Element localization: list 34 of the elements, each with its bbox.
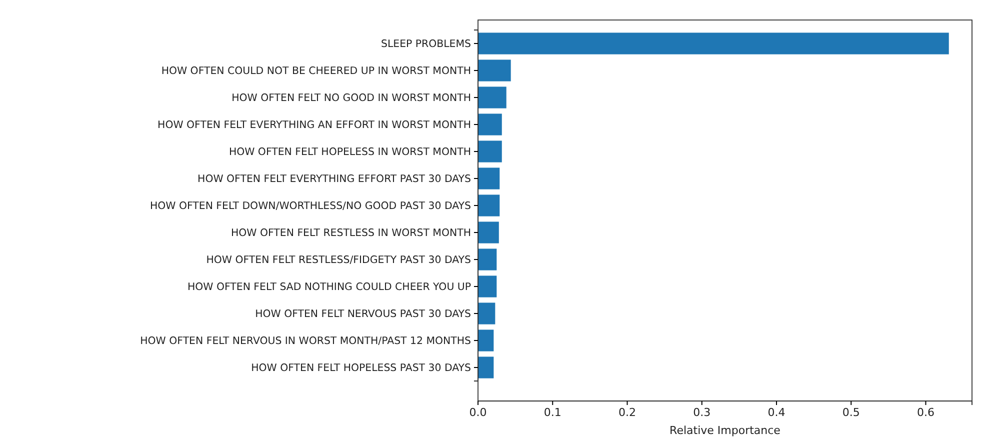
x-tick-label: 0.6 bbox=[916, 406, 934, 419]
bar bbox=[478, 140, 502, 162]
x-tick-label: 0.3 bbox=[693, 406, 711, 419]
bar bbox=[478, 248, 497, 270]
y-tick-label: HOW OFTEN FELT EVERYTHING EFFORT PAST 30 DAYS bbox=[198, 174, 471, 185]
bar bbox=[478, 168, 500, 190]
bar bbox=[478, 356, 494, 378]
x-tick-label: 0.2 bbox=[618, 406, 636, 419]
y-tick-label: HOW OFTEN FELT DOWN/WORTHLESS/NO GOOD PAST 30 DAYS bbox=[150, 200, 471, 212]
y-tick-label: HOW OFTEN FELT RESTLESS/FIDGETY PAST 30 DAYS bbox=[206, 254, 471, 266]
y-tick-label: HOW OFTEN COULD NOT BE CHEERED UP IN WORST MONTH bbox=[161, 66, 471, 77]
x-tick-label: 0.1 bbox=[544, 406, 562, 419]
x-tick-label: 0.0 bbox=[469, 406, 487, 419]
y-tick-label: HOW OFTEN FELT NO GOOD IN WORST MONTH bbox=[232, 92, 471, 104]
bar bbox=[478, 114, 502, 136]
y-tick-label: HOW OFTEN FELT EVERYTHING AN EFFORT IN WORST MONTH bbox=[158, 120, 471, 131]
bar bbox=[478, 222, 499, 244]
bar bbox=[478, 86, 506, 108]
y-tick-label: HOW OFTEN FELT HOPELESS IN WORST MONTH bbox=[228, 146, 471, 158]
y-tick-label: HOW OFTEN FELT NERVOUS PAST 30 DAYS bbox=[255, 308, 471, 320]
x-axis-title: Relative Importance bbox=[670, 424, 781, 437]
bar bbox=[478, 60, 511, 82]
bar bbox=[478, 330, 494, 352]
y-tick-label: HOW OFTEN FELT SAD NOTHING COULD CHEER YOU UP bbox=[187, 282, 471, 293]
y-tick-label: SLEEP PROBLEMS bbox=[381, 38, 471, 50]
y-tick-label: HOW OFTEN FELT RESTLESS IN WORST MONTH bbox=[230, 228, 471, 239]
bar bbox=[478, 276, 497, 298]
bar bbox=[478, 32, 949, 54]
x-tick-label: 0.4 bbox=[768, 406, 786, 419]
bar bbox=[478, 194, 500, 216]
y-tick-label: HOW OFTEN FELT HOPELESS PAST 30 DAYS bbox=[251, 362, 471, 374]
x-tick-label: 0.5 bbox=[842, 406, 860, 419]
y-tick-label: HOW OFTEN FELT NERVOUS IN WORST MONTH/PAST 12 MONTHS bbox=[140, 336, 471, 347]
bar bbox=[478, 302, 496, 324]
